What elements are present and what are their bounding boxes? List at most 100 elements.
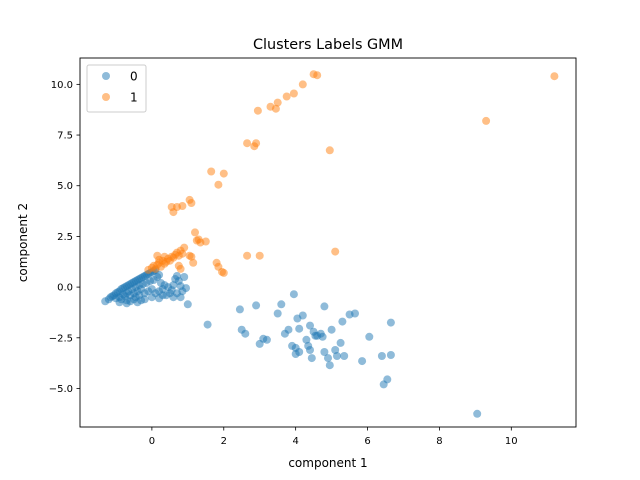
y-tick-label: 5.0	[57, 181, 73, 192]
data-point-series-0	[318, 332, 327, 341]
data-point-series-1	[201, 237, 210, 246]
data-point-series-0	[386, 351, 395, 359]
y-tick-label: −5.0	[49, 384, 73, 395]
data-point-series-1	[187, 252, 196, 261]
legend: 0 1	[86, 64, 147, 113]
data-point-series-1	[273, 98, 282, 107]
data-point-series-1	[207, 167, 216, 176]
data-point-series-0	[140, 295, 149, 304]
data-point-series-0	[284, 325, 293, 334]
data-point-series-1	[253, 106, 262, 115]
data-point-series-0	[262, 335, 271, 344]
data-point-series-0	[327, 325, 336, 334]
data-point-series-1	[550, 72, 559, 81]
y-tick-label: 2.5	[57, 232, 73, 243]
data-point-series-0	[306, 321, 314, 330]
data-point-series-0	[320, 302, 329, 311]
legend-marker-series-1	[102, 93, 110, 101]
data-point-series-0	[277, 300, 286, 309]
data-point-series-1	[153, 251, 162, 260]
data-point-series-0	[235, 305, 244, 314]
data-point-series-0	[176, 293, 185, 302]
chart-title: Clusters Labels GMM	[253, 37, 403, 53]
data-point-series-1	[271, 104, 280, 113]
data-point-series-1	[255, 251, 264, 260]
legend-marker-series-0	[102, 72, 110, 80]
data-point-series-0	[377, 352, 386, 360]
legend-label-series-1: 1	[130, 91, 138, 105]
data-point-series-0	[365, 332, 374, 341]
plot-area-frame	[79, 57, 577, 428]
data-point-series-1	[189, 258, 198, 267]
legend-box	[86, 64, 147, 113]
data-point-series-0	[386, 318, 395, 327]
x-tick-label: 8	[436, 436, 442, 447]
x-tick-label: 10	[505, 436, 518, 447]
data-point-series-1	[176, 264, 185, 273]
data-point-series-0	[340, 352, 349, 360]
data-point-series-0	[122, 299, 131, 308]
x-axis: 0 2 4 6 8 10	[149, 427, 518, 447]
data-point-series-1	[282, 92, 291, 101]
data-point-series-1	[298, 80, 307, 89]
data-point-series-0	[473, 409, 482, 418]
data-point-series-0	[203, 320, 212, 329]
data-point-series-1	[180, 243, 189, 252]
y-tick-label: 7.5	[57, 131, 73, 142]
data-point-series-0	[180, 273, 189, 281]
data-point-series-1	[482, 116, 491, 125]
data-point-series-0	[333, 352, 341, 360]
data-point-series-0	[351, 309, 359, 318]
data-point-series-0	[358, 357, 367, 366]
data-point-series-0	[183, 300, 192, 309]
data-point-series-0	[155, 270, 164, 279]
data-point-series-0	[302, 335, 311, 344]
legend-label-series-0: 0	[130, 70, 138, 84]
data-point-series-0	[115, 298, 124, 307]
data-point-series-0	[324, 354, 332, 363]
x-axis-label: component 1	[288, 456, 367, 470]
x-tick-label: 2	[221, 436, 227, 447]
data-point-series-1	[331, 247, 340, 256]
data-point-series-0	[133, 298, 142, 307]
data-point-series-1	[219, 169, 228, 178]
data-point-series-0	[336, 338, 345, 347]
x-tick-label: 0	[149, 436, 155, 447]
data-point-series-1	[252, 139, 261, 148]
data-point-series-1	[289, 89, 298, 98]
y-tick-label: −2.5	[49, 333, 73, 344]
data-point-series-1	[192, 236, 201, 245]
data-point-series-0	[325, 361, 334, 370]
y-tick-label: 0.0	[57, 283, 73, 294]
data-point-series-0	[307, 354, 316, 363]
data-point-series-0	[289, 290, 298, 299]
points-layer	[101, 70, 559, 418]
y-tick-label: 10.0	[51, 80, 73, 91]
data-point-series-0	[306, 346, 314, 354]
y-axis-label: component 2	[16, 203, 30, 282]
data-point-series-0	[383, 375, 392, 384]
data-point-series-0	[158, 291, 167, 300]
data-point-series-0	[273, 309, 282, 318]
data-point-series-0	[147, 293, 156, 302]
data-point-series-1	[219, 268, 228, 277]
data-point-series-1	[313, 71, 322, 80]
x-tick-label: 4	[292, 436, 298, 447]
data-point-series-1	[214, 180, 223, 189]
data-point-series-1	[191, 228, 199, 237]
data-point-series-1	[178, 249, 187, 258]
data-point-series-0	[338, 317, 347, 326]
data-point-series-0	[298, 311, 307, 320]
data-point-series-1	[243, 251, 252, 260]
data-point-series-0	[252, 301, 261, 310]
data-point-series-1	[325, 146, 334, 155]
data-point-series-1	[187, 199, 196, 207]
data-point-series-0	[331, 346, 340, 354]
data-point-series-1	[178, 202, 187, 210]
data-point-series-0	[241, 329, 250, 338]
data-point-series-0	[295, 348, 304, 356]
y-axis: −5.0 −2.5 0.0 2.5 5.0 7.5 10.0	[49, 80, 80, 395]
data-point-series-0	[182, 284, 190, 293]
data-point-series-0	[295, 324, 304, 333]
